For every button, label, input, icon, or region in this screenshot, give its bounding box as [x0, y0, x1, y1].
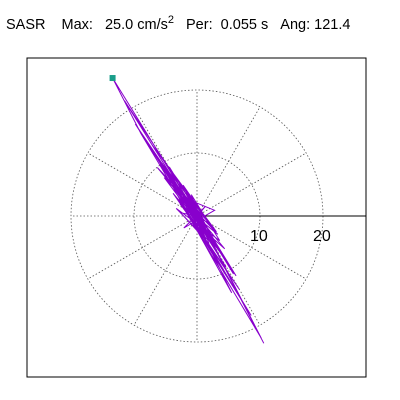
angle-value: 121.4 [314, 17, 351, 33]
ring-tick-labels: 10 20 [250, 228, 331, 245]
max-label: Max: [61, 17, 93, 33]
grid-radial-150 [87, 152, 198, 217]
trace-endpoint-marker [109, 75, 116, 82]
ring-label-10: 10 [250, 228, 268, 245]
period-label: Per: [186, 17, 213, 33]
max-unit: cm/s2 [137, 14, 174, 33]
chart-header: SASR Max: 25.0 cm/s2 Per: 0.055 s Ang: 1… [6, 14, 350, 33]
angle-label: Ang: [280, 17, 311, 33]
ring-label-20: 20 [313, 228, 331, 245]
grid-radial-60 [196, 106, 261, 217]
max-unit-exponent: 2 [167, 14, 174, 26]
max-value: 25.0 [104, 17, 134, 33]
plot-frame [26, 57, 367, 378]
grid-radial-330 [196, 215, 307, 280]
grid-radial-30 [196, 152, 307, 217]
motion-trace [112, 77, 265, 344]
grid-radial-240 [133, 215, 198, 326]
period-value: 0.055 s [220, 17, 269, 33]
grid-radial-210 [87, 215, 198, 280]
station-code: SASR [6, 17, 46, 33]
